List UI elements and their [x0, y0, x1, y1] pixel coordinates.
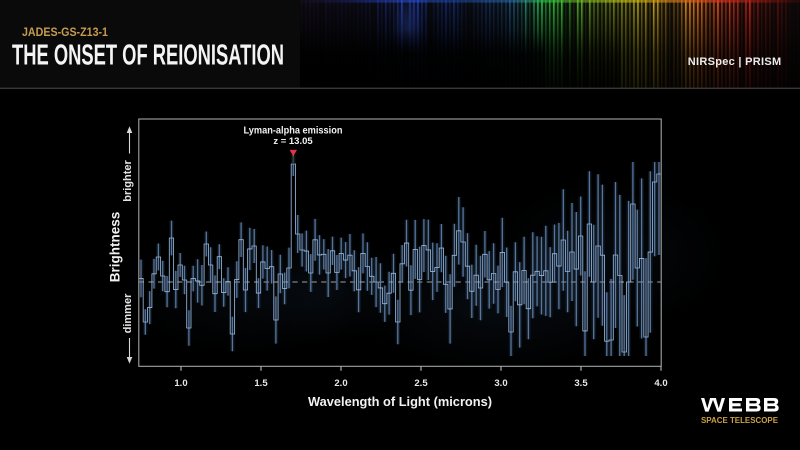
svg-text:JADES-GS-Z13-1: JADES-GS-Z13-1	[22, 27, 109, 39]
svg-text:NIRSpec | PRISM: NIRSpec | PRISM	[688, 56, 782, 68]
svg-text:1.5: 1.5	[254, 378, 268, 389]
svg-text:4.0: 4.0	[654, 378, 667, 389]
svg-text:dimmer: dimmer	[122, 293, 134, 333]
svg-text:2.5: 2.5	[414, 378, 428, 389]
svg-text:3.5: 3.5	[574, 378, 588, 389]
svg-text:THE ONSET OF REIONISATION: THE ONSET OF REIONISATION	[12, 40, 284, 72]
svg-text:Brightness: Brightness	[108, 212, 123, 283]
svg-text:Wavelength of Light (microns): Wavelength of Light (microns)	[308, 394, 492, 409]
svg-text:3.0: 3.0	[494, 378, 507, 389]
svg-text:z = 13.05: z = 13.05	[273, 136, 313, 147]
svg-text:SPACE TELESCOPE: SPACE TELESCOPE	[701, 416, 779, 425]
svg-text:2.0: 2.0	[334, 378, 347, 389]
svg-text:1.0: 1.0	[174, 378, 187, 389]
svg-text:Lyman-alpha emission: Lyman-alpha emission	[244, 126, 343, 137]
svg-text:brighter: brighter	[122, 160, 134, 202]
